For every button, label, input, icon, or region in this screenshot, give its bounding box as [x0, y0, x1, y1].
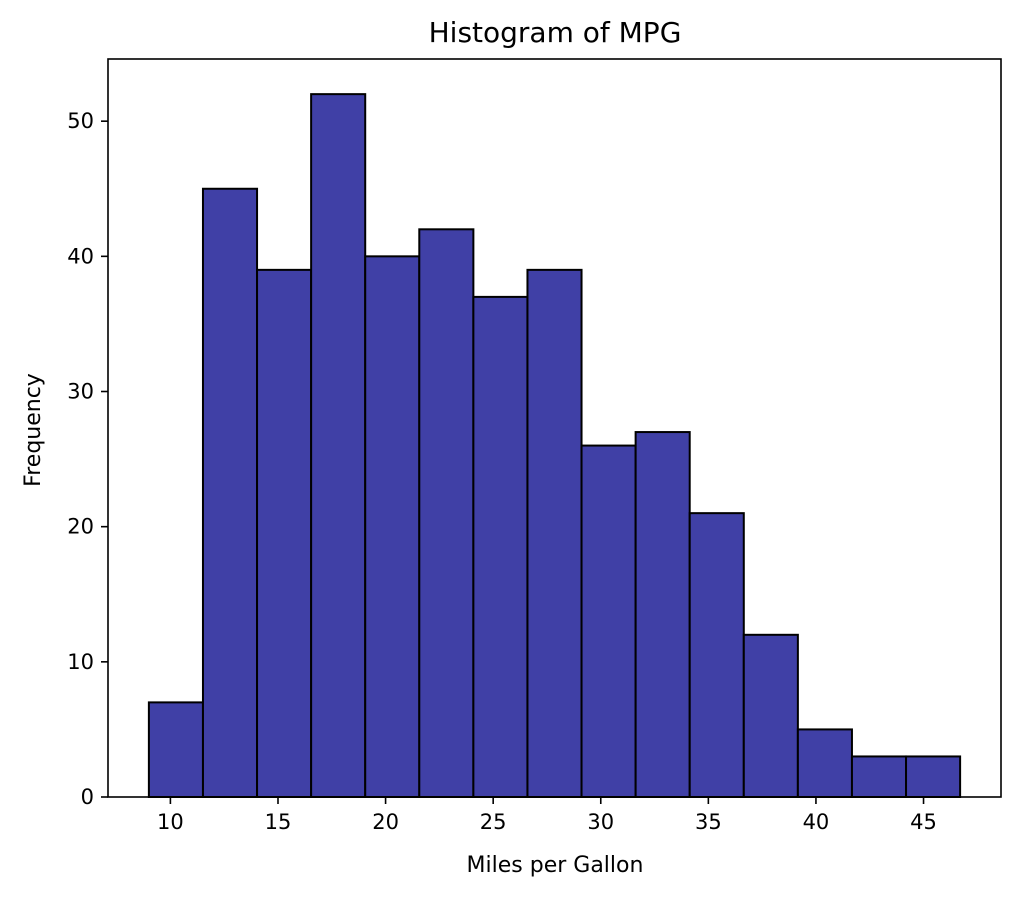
x-axis-label: Miles per Gallon	[467, 853, 644, 878]
chart-title: Histogram of MPG	[429, 16, 682, 49]
y-tick-label: 10	[67, 650, 94, 674]
histogram-bar	[634, 431, 691, 798]
x-tick-label: 20	[372, 810, 399, 834]
y-tick-label: 40	[67, 244, 94, 268]
histogram-bar	[688, 512, 745, 799]
y-tick-label: 0	[81, 785, 94, 809]
histogram-bar	[310, 93, 367, 798]
histogram-bar	[526, 268, 583, 799]
x-tick-label: 45	[910, 810, 937, 834]
histogram-bar	[364, 255, 421, 799]
y-tick-label: 20	[67, 515, 94, 539]
histogram-bar	[256, 268, 313, 799]
histogram-bar	[418, 228, 475, 799]
histogram-bar	[905, 755, 962, 799]
y-tick-label: 50	[67, 109, 94, 133]
y-tick-label: 30	[67, 380, 94, 404]
x-tick-label: 15	[265, 810, 292, 834]
histogram-bar	[201, 187, 259, 798]
y-axis-label: Frequency	[21, 373, 46, 487]
x-tick-label: 10	[157, 810, 184, 834]
y-ticks-group: 0 10 20 30 40 50	[67, 109, 108, 809]
histogram-bar	[472, 295, 529, 798]
x-tick-label: 35	[695, 810, 722, 834]
plot-frame	[107, 58, 1002, 798]
x-tick-label: 25	[480, 810, 507, 834]
x-tick-label: 40	[803, 810, 830, 834]
bars-group	[147, 93, 962, 799]
histogram-bar	[796, 728, 853, 799]
x-ticks-group: 10 15 20 25 30 35 40 45	[157, 797, 937, 834]
histogram-bar	[147, 701, 204, 799]
x-tick-label: 30	[587, 810, 614, 834]
histogram-bar	[742, 633, 799, 798]
histogram-bar	[580, 444, 637, 798]
histogram-bar	[850, 755, 908, 799]
